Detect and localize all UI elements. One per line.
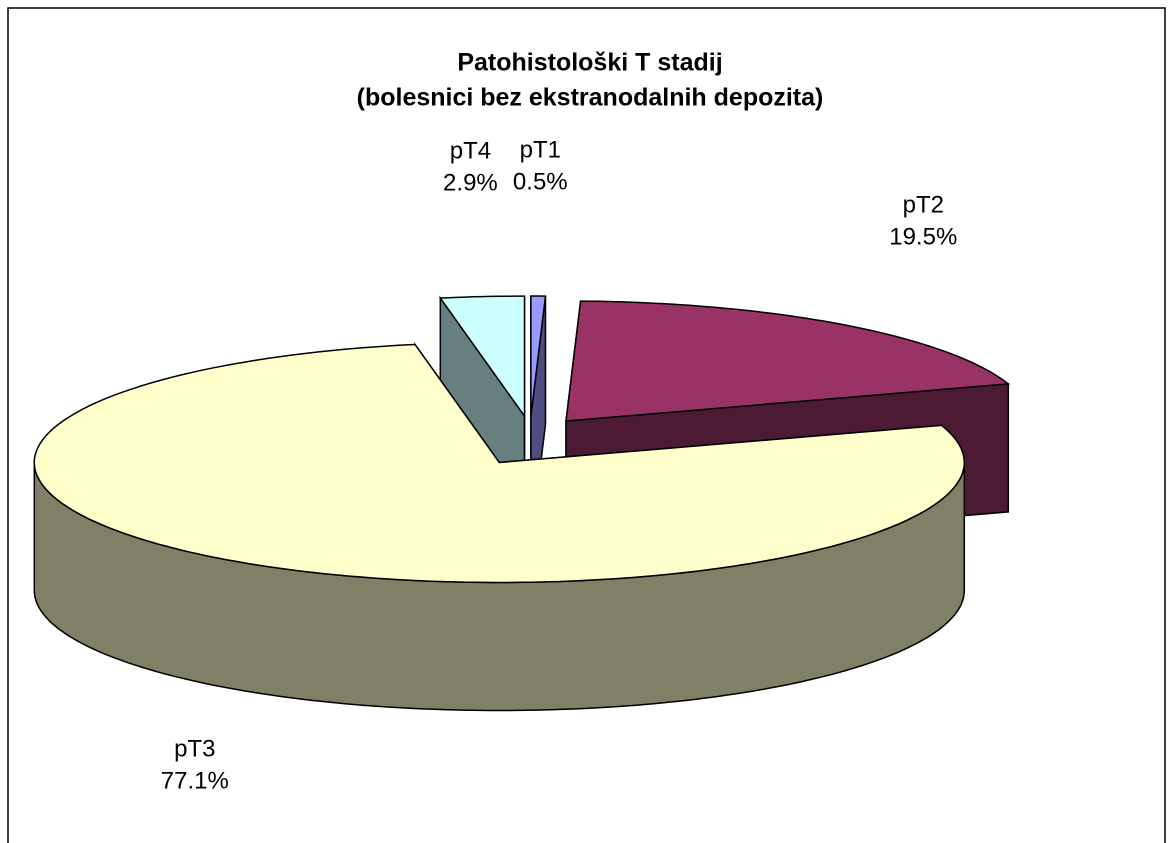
slice — [33, 343, 966, 584]
data-label-value: 19.5% — [889, 223, 957, 250]
data-label-name: pT2 — [903, 191, 944, 218]
data-label-name: pT3 — [174, 736, 215, 763]
data-label-value: 77.1% — [161, 768, 229, 795]
data-label-name: pT4 — [450, 137, 491, 164]
data-label-name: pT1 — [520, 136, 561, 163]
slice — [530, 295, 547, 417]
slice — [438, 295, 526, 419]
chart-title: Patohistološki T stadij — [457, 49, 722, 77]
data-label-value: 2.9% — [443, 169, 498, 196]
slice — [565, 300, 1011, 422]
data-label-value: 0.5% — [513, 168, 568, 195]
chart-subtitle: (bolesnici bez ekstranodalnih depozita) — [357, 84, 824, 112]
